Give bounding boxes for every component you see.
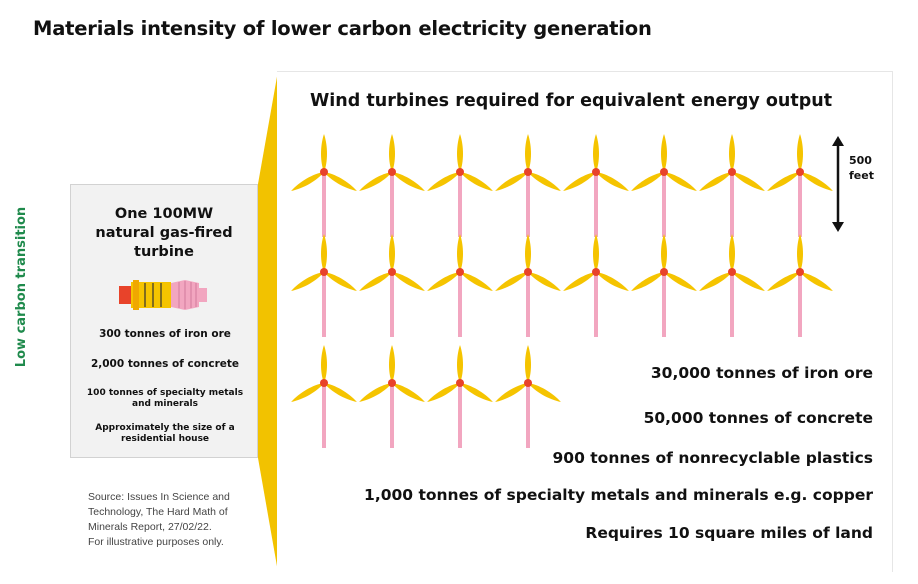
wind-stat-land: Requires 10 square miles of land [585,524,873,542]
wind-turbine-icon [631,234,697,337]
wind-turbine-icon [359,134,425,237]
wind-turbine-icon [699,234,765,337]
wind-stat-iron-ore: 30,000 tonnes of iron ore [650,364,873,382]
gas-stat-concrete: 2,000 tonnes of concrete [90,358,240,370]
wind-turbine-icon [631,134,697,237]
wind-turbine-icon [291,134,357,237]
gas-stat-iron-ore: 300 tonnes of iron ore [99,328,231,340]
wind-turbine-icon [291,234,357,337]
wind-turbine-icon [427,134,493,237]
wind-turbine-icon [427,234,493,337]
wind-turbine-icon [699,134,765,237]
source-note: Source: Issues In Science and Technology… [88,491,230,548]
wind-turbine-icon [495,234,561,337]
wind-stat-concrete: 50,000 tonnes of concrete [643,409,873,427]
wind-panel [277,71,893,572]
wind-turbine-icon [767,134,833,237]
wind-stat-specialty-metals: 1,000 tonnes of specialty metals and min… [364,486,873,504]
wind-turbine-icon [427,345,493,448]
wind-turbine-icon [359,234,425,337]
gas-turbine-icon [119,280,207,310]
scale-arrow-icon [832,136,844,232]
wind-turbine-icon [563,134,629,237]
wind-turbine-icon [291,345,357,448]
wind-title: Wind turbines required for equivalent en… [310,91,833,111]
wind-stat-plastics: 900 tonnes of nonrecyclable plastics [552,449,873,467]
scale-label: 500 feet [849,154,874,182]
gas-turbine-box: One 100MW natural gas-fired turbine 300 … [70,184,258,458]
wind-turbine-icon [563,234,629,337]
wind-turbine-icon [767,234,833,337]
wind-turbine-icon [359,345,425,448]
gas-stat-size: Approximately the size of a residential … [95,423,235,444]
gas-stat-specialty-metals: 100 tonnes of specialty metals and miner… [86,388,244,409]
wind-turbine-icon [495,345,561,448]
wind-turbine-icon [495,134,561,237]
page-title: Materials intensity of lower carbon elec… [33,17,652,40]
gas-box-title: One 100MW natural gas-fired turbine [95,206,233,260]
